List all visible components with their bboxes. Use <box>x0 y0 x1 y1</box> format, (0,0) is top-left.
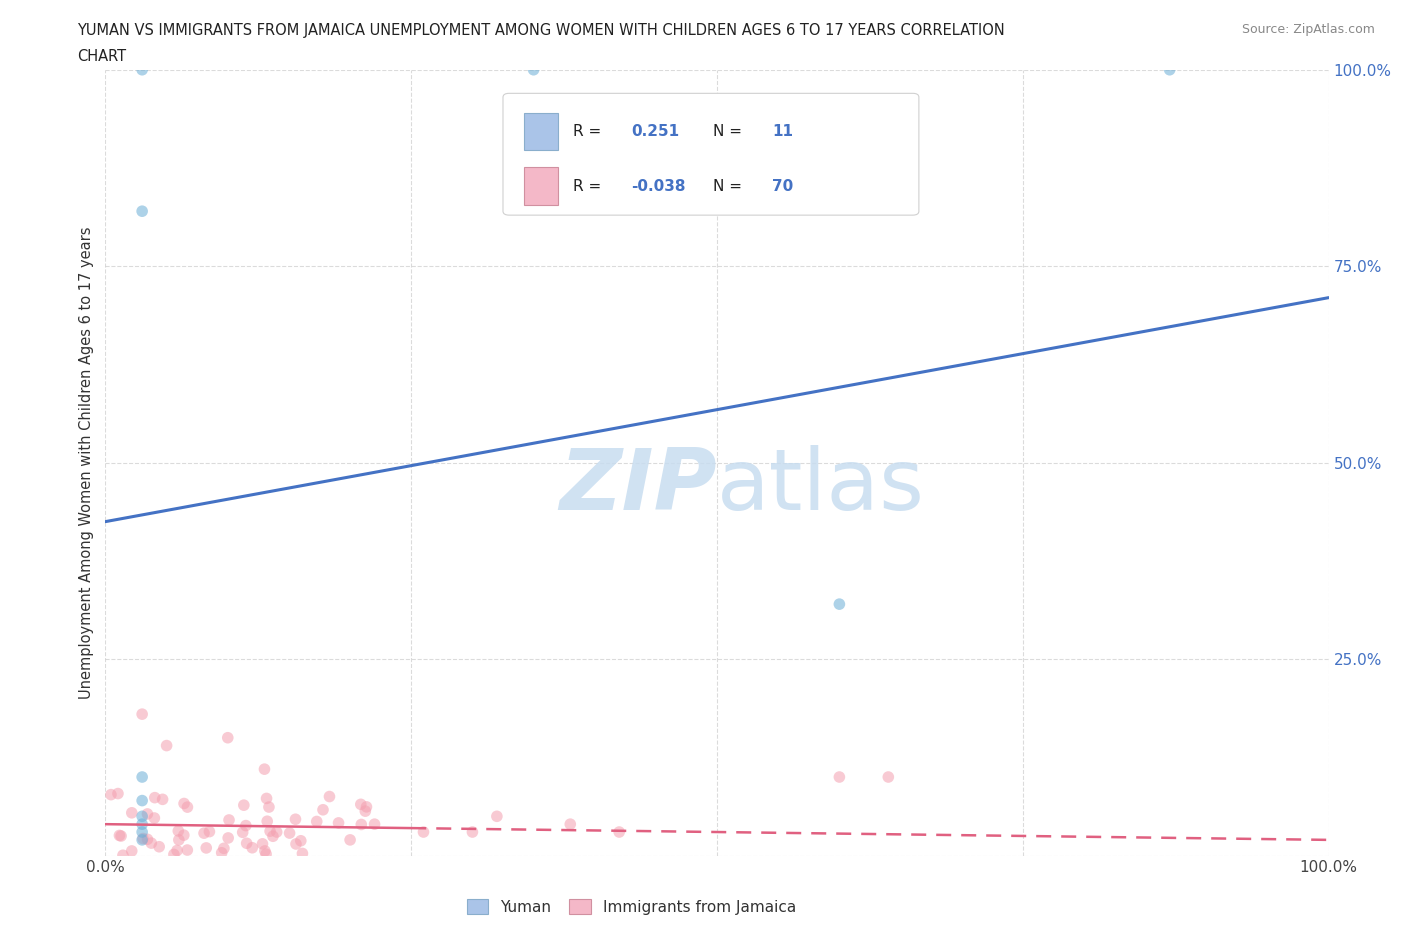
Point <box>212 841 235 856</box>
Point <box>163 847 186 862</box>
Point <box>485 809 508 824</box>
Point <box>167 823 190 838</box>
Point <box>176 843 198 857</box>
Point <box>254 846 277 861</box>
Point <box>131 204 153 219</box>
Point <box>217 730 239 745</box>
Point <box>148 839 170 854</box>
Point <box>354 804 377 818</box>
Point <box>155 738 177 753</box>
Point <box>560 817 582 831</box>
Point <box>305 814 328 829</box>
Bar <box>524 167 558 205</box>
Point <box>166 844 188 858</box>
Point <box>284 812 307 827</box>
Point <box>173 828 195 843</box>
Point <box>136 832 159 847</box>
Point <box>1159 62 1181 77</box>
Point <box>121 844 143 858</box>
Point <box>259 824 281 839</box>
Point <box>253 844 276 858</box>
Point <box>828 770 851 785</box>
Point <box>111 848 134 863</box>
Text: -0.038: -0.038 <box>631 179 686 193</box>
Point <box>195 841 218 856</box>
Point <box>211 845 233 860</box>
Point <box>167 832 190 847</box>
Text: YUMAN VS IMMIGRANTS FROM JAMAICA UNEMPLOYMENT AMONG WOMEN WITH CHILDREN AGES 6 T: YUMAN VS IMMIGRANTS FROM JAMAICA UNEMPLO… <box>77 23 1005 38</box>
Text: 70: 70 <box>772 179 793 193</box>
Point <box>828 597 851 612</box>
Point <box>131 817 153 831</box>
FancyBboxPatch shape <box>503 93 920 215</box>
Legend: Yuman, Immigrants from Jamaica: Yuman, Immigrants from Jamaica <box>467 899 796 915</box>
Point <box>235 836 257 851</box>
Point <box>257 800 280 815</box>
Point <box>328 816 350 830</box>
Point <box>256 791 278 806</box>
Point <box>173 796 195 811</box>
Text: Source: ZipAtlas.com: Source: ZipAtlas.com <box>1241 23 1375 36</box>
Point <box>266 825 288 840</box>
Text: 11: 11 <box>772 124 793 139</box>
Point <box>152 792 174 807</box>
Point <box>131 793 153 808</box>
Point <box>141 836 163 851</box>
Point <box>278 826 301 841</box>
Point <box>121 805 143 820</box>
Point <box>291 846 314 861</box>
Point <box>131 832 153 847</box>
Point <box>131 809 153 824</box>
Text: N =: N = <box>713 179 747 193</box>
Point <box>176 800 198 815</box>
Text: R =: R = <box>572 179 606 193</box>
Point <box>131 707 153 722</box>
Point <box>143 790 166 805</box>
Point <box>252 836 274 851</box>
Point <box>412 825 434 840</box>
Point <box>240 841 263 856</box>
Point <box>218 813 240 828</box>
Point <box>232 798 254 813</box>
Point <box>350 797 373 812</box>
Point <box>339 832 361 847</box>
Point <box>107 786 129 801</box>
Point <box>522 62 544 77</box>
Point <box>235 818 257 833</box>
Bar <box>524 113 558 151</box>
Point <box>877 770 900 785</box>
Point <box>253 762 276 777</box>
Point <box>256 814 278 829</box>
Point <box>131 770 153 785</box>
Point <box>110 829 132 844</box>
Point <box>363 817 385 831</box>
Text: atlas: atlas <box>717 445 925 527</box>
Text: CHART: CHART <box>77 49 127 64</box>
Point <box>312 803 335 817</box>
Point <box>318 789 340 804</box>
Text: R =: R = <box>572 124 606 139</box>
Point <box>232 825 254 840</box>
Point <box>143 811 166 826</box>
Point <box>198 824 221 839</box>
Point <box>217 830 239 845</box>
Point <box>350 817 373 832</box>
Text: ZIP: ZIP <box>560 445 717 527</box>
Point <box>100 787 122 802</box>
Point <box>356 800 378 815</box>
Text: 0.251: 0.251 <box>631 124 679 139</box>
Point <box>262 829 284 844</box>
Point <box>108 828 131 843</box>
Y-axis label: Unemployment Among Women with Children Ages 6 to 17 years: Unemployment Among Women with Children A… <box>79 226 94 699</box>
Point <box>131 62 153 77</box>
Point <box>285 837 308 852</box>
Point <box>193 826 215 841</box>
Point <box>290 833 312 848</box>
Point <box>132 831 155 846</box>
Text: N =: N = <box>713 124 747 139</box>
Point <box>136 806 159 821</box>
Point <box>607 825 630 840</box>
Point <box>131 825 153 840</box>
Point <box>461 825 484 840</box>
